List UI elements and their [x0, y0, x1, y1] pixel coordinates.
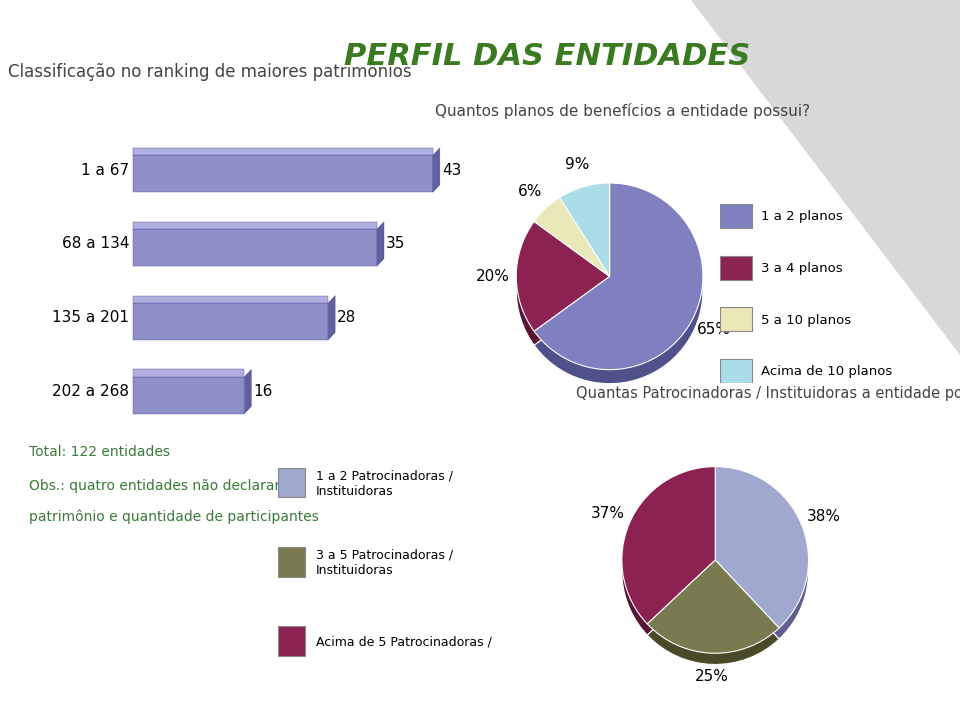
Text: 5 a 10 planos: 5 a 10 planos — [761, 313, 852, 327]
Text: 202 a 268: 202 a 268 — [52, 384, 130, 399]
Bar — [278, 468, 305, 497]
Text: patrimônio e quantidade de participantes: patrimônio e quantidade de participantes — [29, 510, 319, 525]
Text: 20%: 20% — [476, 269, 510, 284]
Polygon shape — [328, 296, 335, 340]
Polygon shape — [132, 222, 377, 229]
Text: Acima de 10 planos: Acima de 10 planos — [761, 365, 893, 379]
Text: 1 a 2 Patrocinadoras /
Instituidoras: 1 a 2 Patrocinadoras / Instituidoras — [316, 469, 453, 498]
Wedge shape — [715, 478, 808, 640]
Text: 1 a 67: 1 a 67 — [81, 162, 130, 177]
Text: 43: 43 — [442, 162, 462, 177]
Bar — [278, 547, 305, 576]
Text: 135 a 201: 135 a 201 — [52, 311, 130, 325]
Text: Classificação no ranking de maiores patrimônios: Classificação no ranking de maiores patr… — [8, 62, 411, 81]
Text: 3 a 4 planos: 3 a 4 planos — [761, 262, 843, 275]
Text: Quantos planos de benefícios a entidade possui?: Quantos planos de benefícios a entidade … — [435, 103, 810, 119]
Text: Obs.: quatro entidades não declararam: Obs.: quatro entidades não declararam — [29, 479, 302, 493]
Polygon shape — [132, 296, 328, 303]
Wedge shape — [516, 235, 610, 345]
Text: Quantas Patrocinadoras / Instituidoras a entidade possui?: Quantas Patrocinadoras / Instituidoras a… — [576, 386, 960, 401]
Polygon shape — [245, 369, 252, 414]
Wedge shape — [560, 197, 610, 290]
Bar — [132, 229, 377, 266]
Bar — [720, 256, 753, 279]
Wedge shape — [715, 467, 808, 628]
Text: 9%: 9% — [564, 157, 589, 172]
Text: 35: 35 — [386, 236, 405, 252]
Wedge shape — [534, 197, 703, 384]
Bar — [720, 204, 753, 228]
Wedge shape — [534, 211, 610, 290]
Text: Total: 122 entidades: Total: 122 entidades — [29, 445, 170, 459]
Wedge shape — [647, 560, 780, 653]
Bar — [720, 307, 753, 331]
Bar — [278, 627, 305, 656]
Bar — [720, 359, 753, 383]
Bar — [132, 376, 245, 414]
Bar — [132, 303, 328, 340]
Bar — [132, 155, 433, 192]
Polygon shape — [433, 148, 440, 192]
Text: 65%: 65% — [697, 322, 731, 337]
Text: 3 a 5 Patrocinadoras /
Instituidoras: 3 a 5 Patrocinadoras / Instituidoras — [316, 549, 453, 577]
Text: 28: 28 — [337, 311, 356, 325]
Wedge shape — [534, 198, 610, 277]
Wedge shape — [560, 183, 610, 277]
Polygon shape — [377, 222, 384, 266]
Wedge shape — [534, 183, 703, 369]
Text: 68 a 134: 68 a 134 — [61, 236, 130, 252]
Text: 38%: 38% — [806, 510, 841, 525]
Text: 25%: 25% — [695, 669, 729, 684]
Wedge shape — [647, 571, 780, 664]
Text: 37%: 37% — [591, 506, 625, 521]
Wedge shape — [516, 221, 610, 331]
Polygon shape — [132, 369, 245, 376]
Text: PERFIL DAS ENTIDADES: PERFIL DAS ENTIDADES — [344, 43, 751, 71]
Text: 6%: 6% — [517, 184, 542, 199]
Text: 16: 16 — [253, 384, 273, 399]
Text: 1 a 2 planos: 1 a 2 planos — [761, 211, 843, 223]
Wedge shape — [622, 478, 715, 635]
Polygon shape — [132, 148, 433, 155]
Text: Acima de 5 Patrocinadoras /: Acima de 5 Patrocinadoras / — [316, 636, 492, 649]
Wedge shape — [622, 467, 715, 624]
